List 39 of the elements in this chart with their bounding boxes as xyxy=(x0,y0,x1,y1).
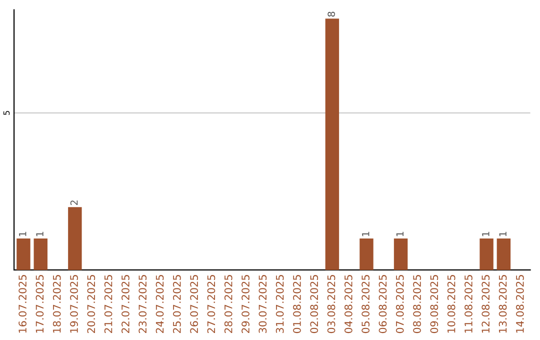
x-tick-label: 23.07.2025 xyxy=(138,275,147,334)
x-tick-label: 16.07.2025 xyxy=(18,275,26,333)
x-tick-label: 27.07.2025 xyxy=(207,275,216,334)
x-tick-label: 29.07.2025 xyxy=(242,275,250,334)
x-tick-label: 05.08.2025 xyxy=(362,275,370,334)
data-label: 1 xyxy=(482,232,490,236)
x-tick-label: 21.07.2025 xyxy=(104,275,112,334)
x-tick-label: 12.08.2025 xyxy=(482,275,490,333)
x-tick-label: 11.08.2025 xyxy=(464,275,472,333)
data-label: 1 xyxy=(19,232,26,236)
x-tick-label: 10.08.2025 xyxy=(447,275,456,333)
x-tick-label: 18.07.2025 xyxy=(52,275,61,333)
x-tick-label: 01.08.2025 xyxy=(293,275,301,334)
x-tick-label: 14.08.2025 xyxy=(516,275,524,333)
x-tick-label: 13.08.2025 xyxy=(498,275,507,333)
data-label: 1 xyxy=(499,232,506,236)
y-tick-label: 5 xyxy=(3,110,10,115)
x-tick-label: 20.07.2025 xyxy=(87,275,96,334)
x-tick-label: 25.07.2025 xyxy=(172,275,181,334)
x-tick-label: 07.08.2025 xyxy=(396,275,404,334)
x-tick-label: 24.07.2025 xyxy=(156,275,164,334)
x-tick-label: 03.08.2025 xyxy=(327,275,336,334)
x-tick-label: 09.08.2025 xyxy=(430,275,438,334)
x-tick-label: 17.07.2025 xyxy=(36,275,44,333)
x-tick-label: 06.08.2025 xyxy=(378,275,387,334)
data-label: 1 xyxy=(36,232,44,236)
x-tick-label: 19.07.2025 xyxy=(70,275,78,333)
x-tick-label: 04.08.2025 xyxy=(344,275,352,334)
data-label: 1 xyxy=(396,232,404,236)
data-label: 1 xyxy=(362,232,370,236)
x-tick-label: 22.07.2025 xyxy=(122,275,130,334)
data-label: 8 xyxy=(328,12,336,17)
x-tick-label: 26.07.2025 xyxy=(190,275,198,334)
x-tick-label: 28.07.2025 xyxy=(224,275,232,334)
x-tick-label: 08.08.2025 xyxy=(413,275,421,334)
x-tick-label: 30.07.2025 xyxy=(258,275,267,333)
x-tick-label: 02.08.2025 xyxy=(310,275,318,334)
data-label: 2 xyxy=(70,200,78,206)
x-tick-label: 31.07.2025 xyxy=(276,275,284,333)
